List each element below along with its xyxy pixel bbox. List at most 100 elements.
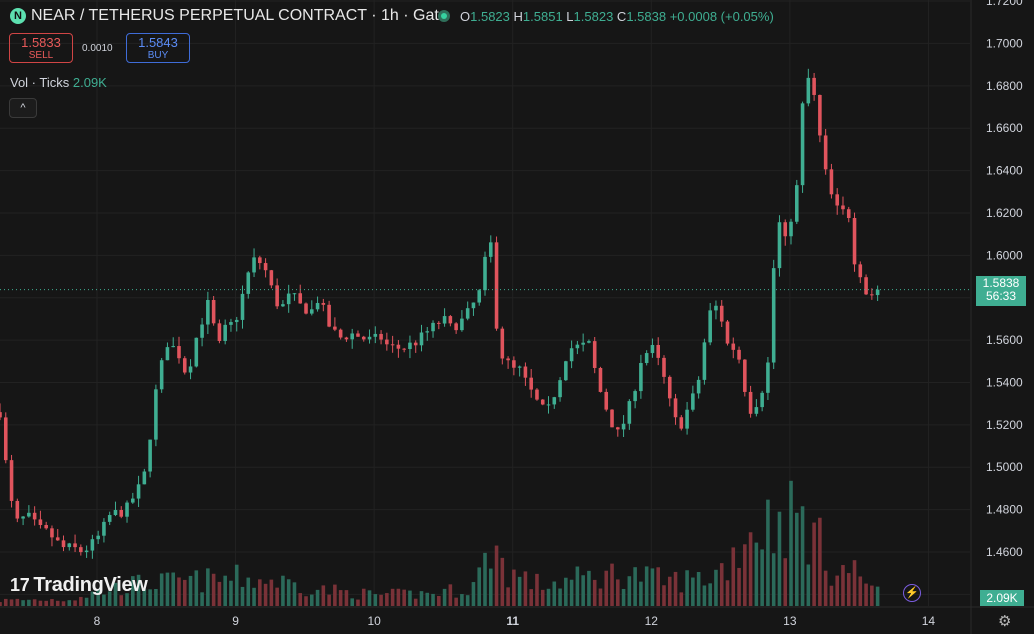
- candle-body: [90, 539, 95, 551]
- volume-bar: [385, 593, 389, 606]
- candle-body: [38, 519, 43, 526]
- candle-body: [269, 270, 274, 286]
- x-axis-tick-label: 11: [506, 614, 519, 628]
- volume-bar: [581, 575, 585, 606]
- candle-body: [344, 337, 349, 340]
- candle-body: [841, 205, 845, 210]
- candle-body: [338, 329, 343, 338]
- candle-body: [21, 516, 25, 519]
- volume-bar: [766, 499, 770, 606]
- candle-body: [679, 417, 684, 429]
- candle-body: [67, 543, 72, 548]
- volume-bar: [125, 593, 129, 606]
- volume-bar: [529, 589, 533, 606]
- candle-body: [488, 242, 493, 257]
- volume-bar: [252, 587, 256, 606]
- volume-bar: [835, 575, 839, 606]
- volume-bar: [846, 573, 851, 606]
- candle-body: [852, 218, 857, 265]
- volume-bar: [281, 575, 285, 606]
- volume-bar: [73, 600, 77, 606]
- candle-body: [165, 347, 170, 361]
- volume-bar: [361, 588, 366, 606]
- candle-body: [61, 540, 66, 548]
- volume-bar: [373, 594, 378, 606]
- high-label: H: [513, 9, 523, 24]
- candle-body: [413, 342, 418, 346]
- volume-bar: [102, 594, 106, 606]
- buy-price: 1.5843: [138, 35, 178, 50]
- volume-bar: [229, 580, 233, 606]
- volume-bar: [662, 585, 666, 606]
- volume-bar: [165, 572, 170, 606]
- volume-bar: [587, 570, 591, 606]
- candle-body: [823, 135, 828, 170]
- volume-value-tag: 2.09K: [980, 590, 1024, 606]
- low-value: 1.5823: [573, 9, 614, 24]
- candle-body: [512, 360, 516, 368]
- volume-bar: [760, 549, 764, 606]
- volume-bar: [315, 589, 320, 606]
- sell-label: SELL: [28, 50, 54, 61]
- candle-body: [333, 326, 337, 330]
- y-axis-tick-label: 1.6800: [986, 79, 1023, 93]
- candle-body: [350, 333, 354, 340]
- volume-bar: [610, 563, 614, 606]
- volume-bar: [512, 569, 516, 606]
- candle-body: [529, 377, 533, 390]
- candle-body: [650, 344, 655, 354]
- volume-bar: [575, 566, 580, 606]
- volume-bar: [806, 564, 811, 606]
- volume-bar: [309, 594, 314, 606]
- volume-bar: [269, 579, 274, 606]
- volume-bar: [3, 598, 8, 606]
- candle-body: [812, 77, 816, 95]
- volume-bar: [627, 576, 632, 606]
- candle-body: [685, 409, 689, 429]
- volume-bar: [90, 591, 95, 606]
- volume-legend[interactable]: Vol · Ticks 2.09K: [10, 75, 107, 90]
- volume-bar: [154, 588, 158, 606]
- candle-body: [725, 321, 730, 344]
- candle-body: [621, 423, 626, 430]
- y-axis-tick-label: 1.7200: [986, 0, 1023, 8]
- candle-body: [639, 363, 643, 392]
- volume-bar: [448, 584, 453, 606]
- flash-icon[interactable]: ⚡: [903, 584, 921, 602]
- y-axis-tick-label: 1.5400: [986, 375, 1023, 389]
- volume-bar: [794, 512, 799, 606]
- candle-body: [131, 498, 135, 503]
- volume-bar: [800, 506, 805, 606]
- buy-button[interactable]: 1.5843 BUY: [126, 33, 190, 63]
- sell-button[interactable]: 1.5833 SELL: [9, 33, 73, 63]
- market-open-status-icon: [438, 10, 450, 22]
- volume-bar: [79, 596, 83, 606]
- candle-body: [460, 318, 464, 331]
- volume-bar: [84, 597, 89, 606]
- candle-body: [477, 290, 482, 303]
- candle-body: [783, 222, 788, 237]
- candle-body: [136, 484, 141, 499]
- near-logo-icon: N: [10, 8, 26, 24]
- settings-gear-icon[interactable]: ⚙: [998, 613, 1012, 630]
- collapse-legend-button[interactable]: ^: [9, 98, 37, 118]
- candle-body: [73, 543, 77, 548]
- chart-title[interactable]: NEAR / TETHERUS PERPETUAL CONTRACT · 1h …: [31, 7, 448, 24]
- last-price-tag: 1.5838 56:33: [976, 276, 1026, 306]
- volume-bar: [679, 592, 684, 606]
- volume-bar: [656, 567, 661, 606]
- candle-body: [870, 294, 874, 296]
- volume-bar: [177, 577, 181, 606]
- candle-body: [748, 391, 753, 414]
- candle-body: [281, 304, 285, 307]
- volume-bar: [598, 588, 603, 606]
- tradingview-logo[interactable]: 17 TradingView: [10, 574, 148, 597]
- volume-bar: [737, 567, 741, 606]
- volume-bar: [875, 586, 880, 606]
- volume-bar: [32, 599, 37, 606]
- candle-body: [696, 379, 701, 394]
- volume-bar: [223, 575, 227, 606]
- candle-body: [546, 404, 551, 406]
- candle-body: [731, 343, 736, 350]
